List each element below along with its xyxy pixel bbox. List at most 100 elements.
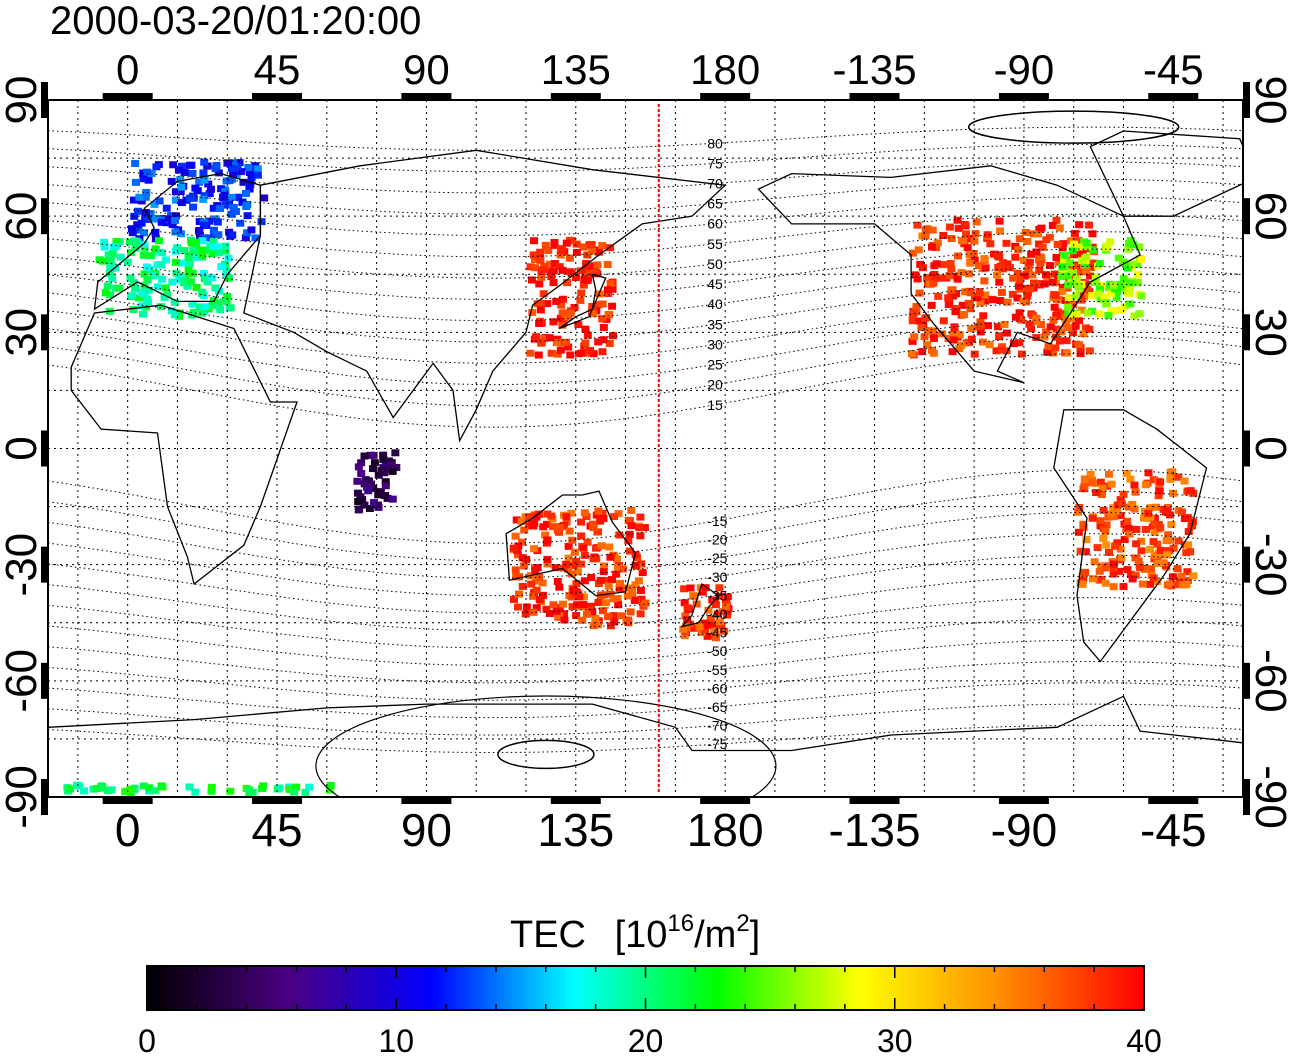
tec-cell bbox=[275, 784, 284, 792]
geomag-contour bbox=[48, 618, 1243, 666]
south-pole-contour-outer bbox=[315, 695, 777, 797]
tec-cell bbox=[1102, 521, 1111, 529]
tec-cell bbox=[556, 251, 565, 259]
contour-label: -60 bbox=[707, 680, 727, 696]
tec-cell bbox=[970, 350, 979, 358]
contour-label: 30 bbox=[707, 336, 723, 352]
tec-cell bbox=[604, 582, 613, 590]
tec-cell bbox=[1141, 565, 1150, 573]
tec-cell bbox=[625, 547, 634, 555]
tec-cell bbox=[547, 349, 556, 357]
tec-cell bbox=[532, 333, 541, 341]
tec-cell bbox=[370, 459, 379, 467]
tec-cell bbox=[1128, 500, 1137, 508]
tec-cell bbox=[1141, 481, 1150, 489]
tec-cell bbox=[1073, 251, 1082, 259]
tec-cell bbox=[189, 203, 198, 211]
tec-cell bbox=[929, 279, 938, 287]
tec-cell bbox=[631, 581, 640, 589]
tec-cell bbox=[199, 221, 208, 229]
tec-cell bbox=[1025, 320, 1034, 328]
tec-cell bbox=[189, 246, 198, 254]
tec-cell bbox=[593, 261, 602, 269]
tec-cell bbox=[1009, 340, 1018, 348]
tec-cell bbox=[606, 622, 615, 630]
tec-cell bbox=[914, 246, 923, 254]
bottom-lon-label: -45 bbox=[1140, 804, 1206, 856]
tec-cell bbox=[1094, 290, 1103, 298]
tec-cell bbox=[213, 243, 222, 251]
tec-cell bbox=[932, 260, 941, 268]
tec-cell bbox=[292, 783, 301, 791]
tec-cell bbox=[558, 246, 567, 254]
tec-cell bbox=[1058, 283, 1067, 291]
tec-cell bbox=[1082, 253, 1091, 261]
tec-cell bbox=[1140, 514, 1149, 522]
tec-cell bbox=[579, 593, 588, 601]
tec-cell bbox=[907, 350, 916, 358]
tec-cell bbox=[1184, 527, 1193, 535]
tec-cell bbox=[242, 189, 251, 197]
tec-cell bbox=[1054, 296, 1063, 304]
tec-cell bbox=[1166, 468, 1175, 476]
tec-cell bbox=[195, 226, 204, 234]
tec-cell bbox=[1150, 520, 1159, 528]
tec-cell bbox=[1101, 527, 1110, 535]
tec-cell bbox=[161, 256, 170, 264]
tec-cell bbox=[247, 174, 256, 182]
tec-cell bbox=[1120, 536, 1129, 544]
tec-cell bbox=[535, 595, 544, 603]
tec-cell bbox=[1097, 490, 1106, 498]
tec-cell bbox=[224, 159, 233, 167]
tec-cell bbox=[562, 513, 571, 521]
tec-cell bbox=[388, 467, 397, 475]
bottom-frame-tick bbox=[102, 797, 153, 804]
top-longitude-labels: 0 45 90 135 180 -135 -90 -45 bbox=[116, 46, 1204, 93]
left-lat-label: -30 bbox=[0, 533, 46, 597]
tec-cell bbox=[142, 215, 151, 223]
tec-cell bbox=[1145, 580, 1154, 588]
tec-cell bbox=[997, 346, 1006, 354]
tec-cell bbox=[1137, 547, 1146, 555]
tec-cell bbox=[1080, 261, 1089, 269]
tec-cell bbox=[910, 333, 919, 341]
tec-cell bbox=[1023, 292, 1032, 300]
tec-cell bbox=[1069, 301, 1078, 309]
top-frame-tick bbox=[102, 93, 153, 100]
tec-cell bbox=[1119, 490, 1128, 498]
tec-cell bbox=[573, 601, 582, 609]
tec-cell bbox=[193, 187, 202, 195]
tec-cell bbox=[257, 218, 266, 226]
tec-cell bbox=[552, 607, 561, 615]
geomagnetic-contours bbox=[48, 110, 1243, 797]
tec-cell bbox=[106, 256, 115, 264]
tec-cell bbox=[1081, 548, 1090, 556]
tec-cell bbox=[628, 592, 637, 600]
tec-cell bbox=[566, 351, 575, 359]
tec-cell bbox=[954, 252, 963, 260]
tec-cell bbox=[1088, 514, 1097, 522]
geomag-contour bbox=[48, 682, 1243, 719]
tec-cell bbox=[1040, 333, 1049, 341]
tec-cell bbox=[185, 783, 194, 791]
tec-cell bbox=[1092, 489, 1101, 497]
tec-cell bbox=[199, 195, 208, 203]
tec-cell bbox=[628, 585, 637, 593]
tec-cell bbox=[587, 574, 596, 582]
tec-cell bbox=[97, 782, 106, 790]
tec-cell bbox=[525, 513, 534, 521]
tec-cell bbox=[100, 243, 109, 251]
tec-cell bbox=[107, 786, 116, 794]
tec-cell bbox=[229, 170, 238, 178]
tec-cell bbox=[175, 312, 184, 320]
tec-cell bbox=[1058, 288, 1067, 296]
tec-cell bbox=[1144, 510, 1153, 518]
tec-cell bbox=[391, 449, 400, 457]
contour-label: -70 bbox=[707, 718, 727, 734]
tec-cell bbox=[1089, 259, 1098, 267]
tec-cell bbox=[606, 280, 615, 288]
tec-cell bbox=[608, 285, 617, 293]
tec-cell bbox=[247, 226, 256, 234]
tec-cell bbox=[126, 274, 135, 282]
tec-cell bbox=[1086, 470, 1095, 478]
